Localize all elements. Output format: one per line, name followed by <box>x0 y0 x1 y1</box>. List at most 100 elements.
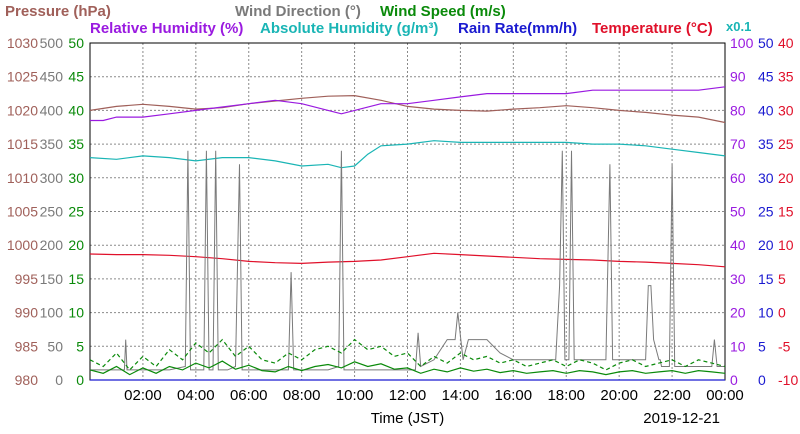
wind-direction-tick-label: 350 <box>40 136 64 152</box>
legend-entry-1-0: Relative Humidity (%) <box>90 20 243 37</box>
wind-direction-tick-label: 450 <box>40 69 64 85</box>
relative-humidity-tick-label: 0 <box>730 372 738 388</box>
x-tick-label: 18:00 <box>547 387 585 404</box>
rain-rate-tick-label: 5 <box>758 338 766 354</box>
x-tick-label: 20:00 <box>600 387 638 404</box>
temperature-tick-label: -10 <box>778 372 798 388</box>
legend-entry-0-0: Pressure (hPa) <box>5 3 111 20</box>
data-series <box>89 86 726 381</box>
x-axis-title: Time (JST) <box>371 410 445 427</box>
legend-entry-1-2: Rain Rate(mm/h) <box>458 20 577 37</box>
pressure-tick-label: 1025 <box>7 69 38 85</box>
x-tick-label: 14:00 <box>442 387 480 404</box>
wind-direction-tick-label: 500 <box>40 35 64 51</box>
temperature-tick-label: 5 <box>778 271 786 287</box>
series-line-wind-direction <box>90 150 725 371</box>
pressure-tick-label: 1030 <box>7 35 38 51</box>
pressure-tick-label: 985 <box>15 338 39 354</box>
wind-direction-tick-label: 300 <box>40 170 64 186</box>
relative-humidity-tick-label: 100 <box>730 35 754 51</box>
wind-speed-tick-label: 50 <box>68 35 84 51</box>
x-tick-label: 16:00 <box>495 387 533 404</box>
x-tick-label: 02:00 <box>124 387 162 404</box>
temperature-tick-label: -5 <box>778 338 791 354</box>
wind-speed-tick-label: 45 <box>68 69 84 85</box>
legend-entry-0-2: Wind Speed (m/s) <box>380 3 506 20</box>
relative-humidity-tick-label: 70 <box>730 136 746 152</box>
series-line-relative-humidity <box>90 86 726 122</box>
rain-rate-tick-label: 25 <box>758 204 774 220</box>
wind-speed-tick-label: 5 <box>76 338 84 354</box>
x-tick-label: 00:00 <box>706 387 744 404</box>
x-tick-label: 06:00 <box>230 387 268 404</box>
legend-entry-0-1: Wind Direction (°) <box>235 3 361 20</box>
series-line-pressure-hpa <box>89 94 726 124</box>
wind-speed-tick-label: 0 <box>76 372 84 388</box>
pressure-tick-label: 990 <box>15 305 39 321</box>
rain-rate-tick-label: 0 <box>758 372 766 388</box>
rain-rate-tick-label: 45 <box>758 69 774 85</box>
pressure-tick-label: 1015 <box>7 136 38 152</box>
left-axes-labels: 9809859909951000100510101015102010251030… <box>7 35 84 388</box>
x-tick-label: 10:00 <box>336 387 374 404</box>
relative-humidity-tick-label: 90 <box>730 69 746 85</box>
pressure-tick-label: 980 <box>15 372 39 388</box>
rain-rate-tick-label: 15 <box>758 271 774 287</box>
right-axes-labels: 0102030405060708090100051015202530354045… <box>730 35 798 388</box>
rain-rate-tick-label: 20 <box>758 237 774 253</box>
date-label: 2019-12-21 <box>643 410 720 427</box>
pressure-tick-label: 1010 <box>7 170 38 186</box>
temperature-tick-label: 0 <box>778 305 786 321</box>
legend-entry-1-1: Absolute Humidity (g/m³) <box>260 20 438 37</box>
x-tick-label: 22:00 <box>653 387 691 404</box>
rain-rate-tick-label: 35 <box>758 136 774 152</box>
temperature-tick-label: 35 <box>778 69 794 85</box>
legend-entry-1-3: Temperature (°C) <box>592 20 713 37</box>
pressure-tick-label: 1000 <box>7 237 38 253</box>
x-axis-labels: 02:00 04:00 06:00 08:00 10:00 12:00 14:00 16:00… <box>124 387 744 404</box>
wind-direction-tick-label: 200 <box>40 237 64 253</box>
temperature-tick-label: 15 <box>778 204 794 220</box>
wind-speed-tick-label: 15 <box>68 271 84 287</box>
rain-rate-tick-label: 30 <box>758 170 774 186</box>
grid-lines <box>90 43 725 380</box>
abs-humidity-scale-note: x0.1 <box>726 19 751 34</box>
wind-speed-tick-label: 20 <box>68 237 84 253</box>
x-tick-label: 12:00 <box>389 387 427 404</box>
x-tick-label: 08:00 <box>283 387 321 404</box>
wind-direction-tick-label: 0 <box>55 372 63 388</box>
wind-direction-tick-label: 150 <box>40 271 64 287</box>
relative-humidity-tick-label: 80 <box>730 102 746 118</box>
rain-rate-tick-label: 40 <box>758 102 774 118</box>
wind-direction-tick-label: 100 <box>40 305 64 321</box>
relative-humidity-tick-label: 10 <box>730 338 746 354</box>
relative-humidity-tick-label: 20 <box>730 305 746 321</box>
temperature-tick-label: 30 <box>778 102 794 118</box>
pressure-tick-label: 995 <box>15 271 39 287</box>
temperature-tick-label: 10 <box>778 237 794 253</box>
series-line-temperature-c <box>89 252 726 268</box>
relative-humidity-tick-label: 40 <box>730 237 746 253</box>
temperature-tick-label: 25 <box>778 136 794 152</box>
temperature-tick-label: 20 <box>778 170 794 186</box>
chart-title-legend: Pressure (hPa) Wind Direction (°) Wind Spe… <box>5 3 713 37</box>
pressure-tick-label: 1020 <box>7 102 38 118</box>
series-line-absolute-humidity-g-m <box>89 140 726 169</box>
relative-humidity-tick-label: 50 <box>730 204 746 220</box>
relative-humidity-tick-label: 30 <box>730 271 746 287</box>
wind-speed-tick-label: 35 <box>68 136 84 152</box>
wind-speed-tick-label: 30 <box>68 170 84 186</box>
rain-rate-tick-label: 50 <box>758 35 774 51</box>
series-line-wind-speed-m-s <box>89 360 726 376</box>
wind-speed-tick-label: 25 <box>68 204 84 220</box>
temperature-tick-label: 40 <box>778 35 794 51</box>
x-tick-label: 04:00 <box>177 387 215 404</box>
series-line-wind-speed-m-s <box>89 338 726 371</box>
relative-humidity-tick-label: 60 <box>730 170 746 186</box>
wind-direction-tick-label: 50 <box>47 338 63 354</box>
wind-speed-tick-label: 10 <box>68 305 84 321</box>
pressure-tick-label: 1005 <box>7 204 38 220</box>
wind-speed-tick-label: 40 <box>68 102 84 118</box>
wind-direction-tick-label: 250 <box>40 204 64 220</box>
